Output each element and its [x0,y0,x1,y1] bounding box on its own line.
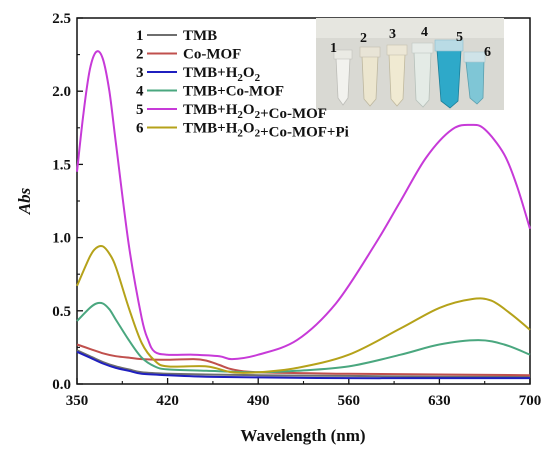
vial-number-1: 1 [330,41,337,56]
legend: 1 TMB 2 Co-MOF 3 TMB+H2O2 4 TMB+Co-MOF 5 TMB+H2O2… [136,28,349,141]
vial-number-4: 4 [421,25,428,40]
vial-6 [463,51,486,105]
vial-3 [386,44,408,107]
y-tick-label: 1.0 [52,231,71,247]
y-tick-label: 2.5 [52,11,71,27]
x-axis-ticks: 350 420 490 560 630 700 [66,378,542,409]
legend-number-1: 1 [136,28,144,44]
series-line-3 [76,350,530,380]
legend-label-1: TMB [183,28,217,44]
legend-label-3: TMB+H2O2 [183,65,261,84]
vials-photo-inset: 1 2 3 4 5 6 [316,18,504,110]
vial-number-2: 2 [360,31,367,46]
series-line-1 [76,349,531,378]
y-tick-label: 0.5 [52,304,71,320]
legend-number-2: 2 [136,47,144,63]
legend-label-2: Co-MOF [183,47,241,63]
y-tick-label: 0.0 [52,377,71,393]
vial-number-5: 5 [456,30,463,45]
y-axis-title: Abs [15,187,34,215]
y-tick-label: 2.0 [52,84,71,100]
legend-number-6: 6 [136,121,144,137]
legend-number-3: 3 [136,65,144,81]
inset-top-light [316,18,504,38]
x-tick-label: 630 [428,393,451,409]
vial-number-6: 6 [484,45,491,60]
legend-label-6: TMB+H2O2+Co-MOF+Pi [183,121,349,141]
legend-number-4: 4 [136,84,144,100]
legend-number-5: 5 [136,102,144,118]
y-tick-label: 1.5 [52,157,71,173]
series-lines [76,50,531,380]
x-tick-label: 560 [338,393,361,409]
legend-label-5: TMB+H2O2+Co-MOF [183,102,327,122]
series-line-5 [76,50,531,361]
legend-label-4: TMB+Co-MOF [183,84,284,100]
vial-5 [434,39,464,109]
x-tick-label: 700 [519,393,542,409]
series-line-2 [76,343,531,377]
series-line-4 [76,301,531,374]
x-axis-title: Wavelength (nm) [240,426,365,445]
series-line-6 [76,244,531,374]
x-tick-label: 490 [247,393,270,409]
vial-1 [333,49,353,106]
vial-4 [411,42,434,108]
x-tick-label: 350 [66,393,89,409]
x-tick-label: 420 [156,393,179,409]
vial-number-3: 3 [389,27,396,42]
vial-2 [359,46,381,107]
y-axis-ticks: 0.0 0.5 1.0 1.5 2.0 2.5 [52,11,83,393]
